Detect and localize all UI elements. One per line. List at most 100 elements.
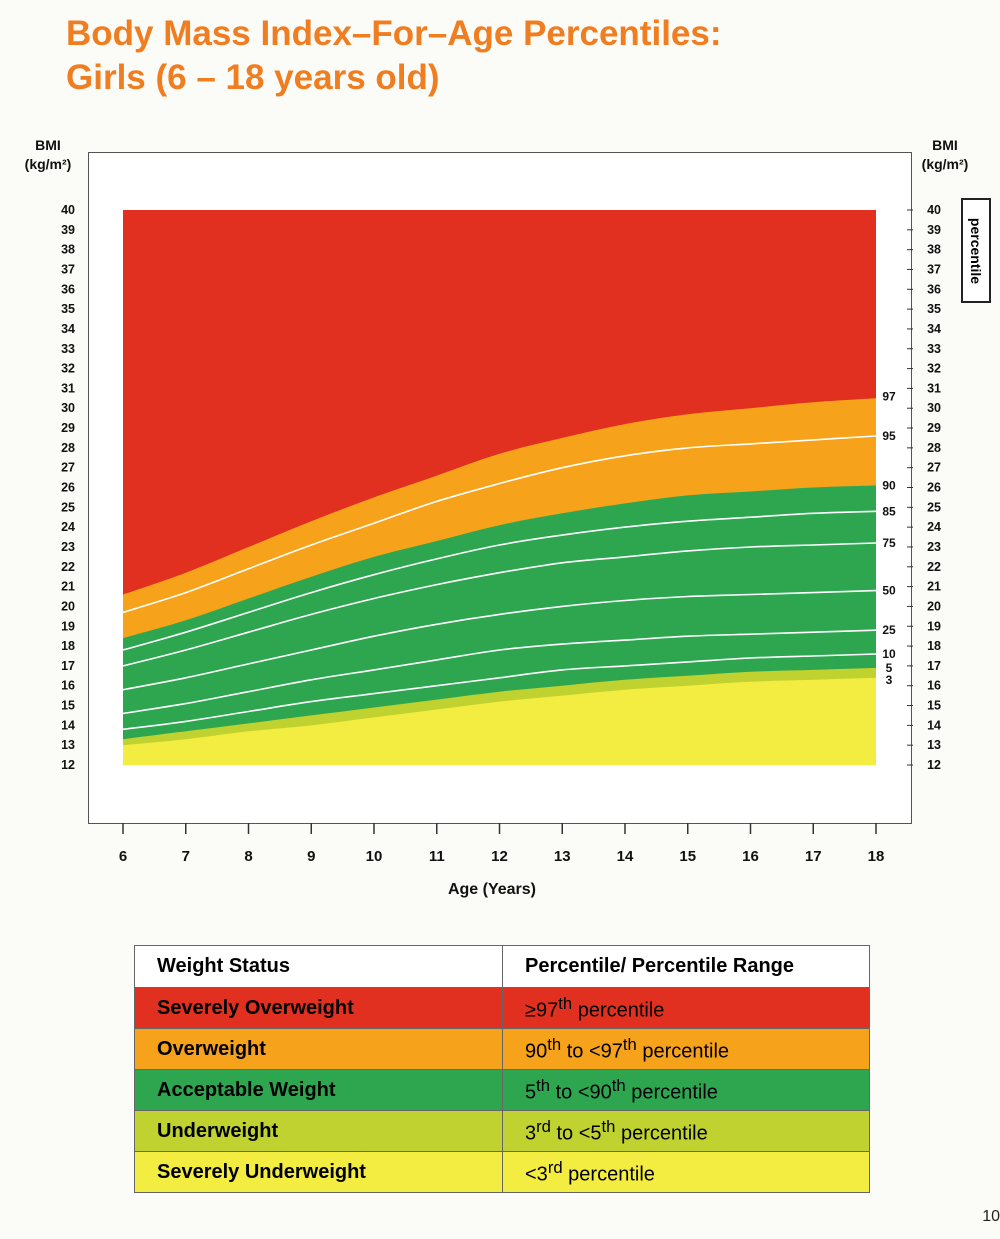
y-tick-right-14: 14 — [927, 718, 941, 732]
percentile-axis-tag-text: percentile — [968, 217, 984, 284]
curve-p75 — [122, 542, 877, 667]
y-tick-right-32: 32 — [927, 362, 941, 376]
y-tick-left-34: 34 — [61, 322, 75, 336]
y-tick-right-37: 37 — [927, 262, 941, 276]
percentile-bands — [123, 210, 876, 765]
y-tick-left-38: 38 — [61, 243, 75, 257]
y-tick-right-26: 26 — [927, 481, 941, 495]
y-tick-right-40: 40 — [927, 203, 941, 217]
weight-status-cell: Severely Overweight — [134, 987, 503, 1029]
x-tick-9: 9 — [307, 848, 315, 865]
header-percentile-range: Percentile/ Percentile Range — [502, 945, 870, 988]
percentile-label-75: 75 — [882, 536, 896, 550]
curve-p10 — [122, 653, 877, 731]
y-tick-right-12: 12 — [927, 758, 941, 772]
y-tick-left-19: 19 — [61, 619, 75, 633]
y-tick-right-18: 18 — [927, 639, 941, 653]
y-tick-left-30: 30 — [61, 401, 75, 415]
y-tick-right-13: 13 — [927, 738, 941, 752]
percentile-label-5: 5 — [886, 661, 893, 675]
y-tick-left-35: 35 — [61, 302, 75, 316]
percentile-label-3: 3 — [886, 673, 893, 687]
y-tick-right-29: 29 — [927, 421, 941, 435]
curve-p95 — [122, 435, 877, 614]
y-tick-left-28: 28 — [61, 441, 75, 455]
y-tick-right-17: 17 — [927, 659, 941, 673]
percentile-range-cell: 5th to <90th percentile — [502, 1069, 870, 1111]
x-tick-16: 16 — [742, 848, 759, 865]
weight-status-table: Weight Status Percentile/ Percentile Ran… — [134, 945, 870, 1193]
y-tick-left-16: 16 — [61, 679, 75, 693]
header-weight-status: Weight Status — [134, 945, 503, 988]
percentile-label-25: 25 — [882, 623, 896, 637]
percentile-label-95: 95 — [882, 429, 896, 443]
y-axis-unit-right: BMI (kg/m²) — [912, 136, 978, 174]
weight-status-cell: Severely Underweight — [134, 1151, 503, 1193]
percentile-axis-tag: percentile — [961, 198, 991, 303]
percentile-curves — [122, 435, 877, 731]
y-tick-left-27: 27 — [61, 461, 75, 475]
y-tick-left-24: 24 — [61, 520, 75, 534]
y-unit-top-left: BMI — [35, 137, 61, 153]
table-row: Severely Underweight <3rd percentile — [134, 1151, 870, 1193]
y-tick-left-15: 15 — [61, 699, 75, 713]
y-tick-right-23: 23 — [927, 540, 941, 554]
percentile-label-85: 85 — [882, 504, 896, 518]
y-tick-right-33: 33 — [927, 342, 941, 356]
table-row: Overweight 90th to <97th percentile — [134, 1028, 870, 1070]
y-tick-right-19: 19 — [927, 619, 941, 633]
title-line-1: Body Mass Index–For–Age Percentiles: — [66, 14, 722, 53]
y-ticks-left: 12 13 14 15 16 17 18 19 20 21 22 23 24 25 26 27 28 29 30 31… — [61, 203, 75, 772]
y-tick-left-13: 13 — [61, 738, 75, 752]
x-tick-17: 17 — [805, 848, 822, 865]
y-ticks-right: 12 13 14 15 16 17 18 19 20 21 22 23 24 25 26 27 28 29 30 31… — [907, 203, 941, 772]
y-tick-left-17: 17 — [61, 659, 75, 673]
y-tick-right-39: 39 — [927, 223, 941, 237]
x-tick-15: 15 — [679, 848, 696, 865]
y-tick-right-35: 35 — [927, 302, 941, 316]
x-tick-13: 13 — [554, 848, 571, 865]
weight-status-cell: Acceptable Weight — [134, 1069, 503, 1111]
percentile-range-cell: <3rd percentile — [502, 1151, 870, 1193]
y-tick-right-16: 16 — [927, 679, 941, 693]
curve-p50 — [122, 589, 877, 691]
y-tick-left-18: 18 — [61, 639, 75, 653]
x-tick-8: 8 — [244, 848, 252, 865]
y-tick-right-20: 20 — [927, 599, 941, 613]
page-number: 10 — [982, 1208, 1000, 1225]
y-tick-left-20: 20 — [61, 599, 75, 613]
x-tick-12: 12 — [491, 848, 508, 865]
percentile-label-90: 90 — [882, 479, 896, 493]
x-tick-7: 7 — [182, 848, 190, 865]
y-unit-top-right: BMI — [932, 137, 958, 153]
y-tick-right-22: 22 — [927, 560, 941, 574]
y-tick-left-37: 37 — [61, 262, 75, 276]
y-tick-left-23: 23 — [61, 540, 75, 554]
x-tick-14: 14 — [617, 848, 634, 865]
y-unit-bottom-left: (kg/m²) — [24, 156, 72, 172]
y-tick-right-15: 15 — [927, 699, 941, 713]
x-tick-10: 10 — [366, 848, 383, 865]
y-tick-left-32: 32 — [61, 362, 75, 376]
y-tick-right-27: 27 — [927, 461, 941, 475]
weight-status-cell: Overweight — [134, 1028, 503, 1070]
y-tick-left-21: 21 — [61, 580, 75, 594]
y-tick-left-36: 36 — [61, 282, 75, 296]
percentile-label-97: 97 — [882, 389, 896, 403]
table-row: Severely Overweight ≥97th percentile — [134, 987, 870, 1029]
page-title: Body Mass Index–For–Age Percentiles: Gir… — [66, 12, 722, 100]
percentile-label-50: 50 — [882, 584, 896, 598]
y-tick-right-28: 28 — [927, 441, 941, 455]
percentile-range-cell: ≥97th percentile — [502, 987, 870, 1029]
y-tick-right-38: 38 — [927, 243, 941, 257]
y-tick-left-25: 25 — [61, 500, 75, 514]
y-tick-right-31: 31 — [927, 381, 941, 395]
y-tick-right-34: 34 — [927, 322, 941, 336]
y-unit-bottom-right: (kg/m²) — [921, 156, 969, 172]
y-axis-unit-left: BMI (kg/m²) — [18, 136, 78, 174]
percentile-range-cell: 3rd to <5th percentile — [502, 1110, 870, 1152]
y-tick-left-26: 26 — [61, 481, 75, 495]
x-tick-11: 11 — [429, 848, 445, 865]
y-tick-left-12: 12 — [61, 758, 75, 772]
